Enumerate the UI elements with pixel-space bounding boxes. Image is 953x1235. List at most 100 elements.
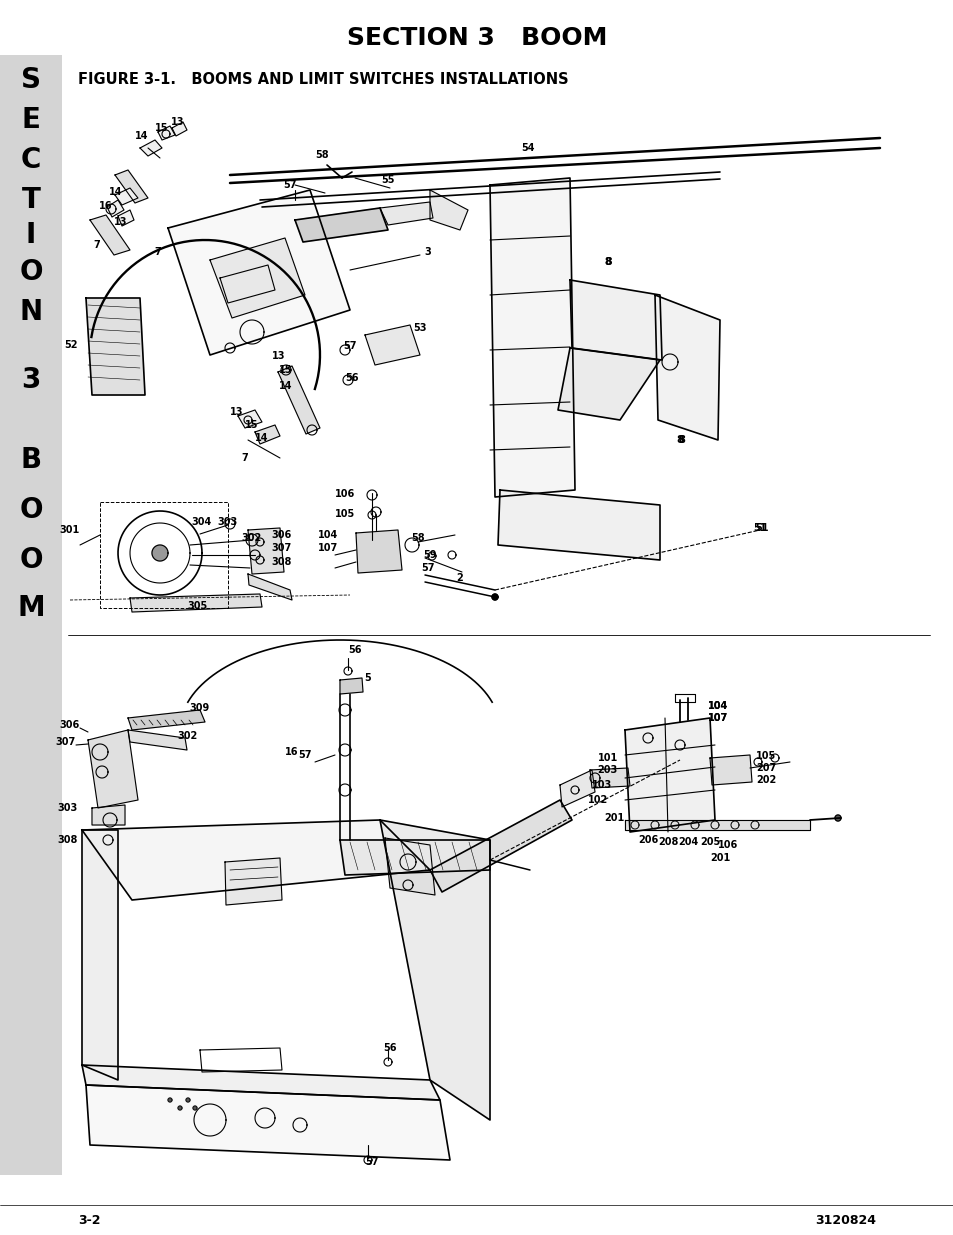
Polygon shape	[172, 122, 187, 136]
Text: 107: 107	[317, 543, 337, 553]
Text: 202: 202	[755, 776, 776, 785]
Text: O: O	[19, 258, 43, 287]
Text: 56: 56	[348, 645, 361, 655]
Polygon shape	[186, 1098, 190, 1102]
Text: 305: 305	[188, 601, 208, 611]
Text: O: O	[19, 546, 43, 574]
Text: 104: 104	[707, 701, 727, 711]
Text: 13: 13	[172, 117, 185, 127]
Polygon shape	[339, 840, 490, 876]
Text: 15: 15	[155, 124, 169, 133]
Polygon shape	[115, 188, 138, 205]
Text: C: C	[21, 146, 41, 174]
Text: 307: 307	[55, 737, 76, 747]
Text: 3: 3	[21, 366, 41, 394]
Text: 207: 207	[755, 763, 776, 773]
Polygon shape	[82, 830, 118, 1079]
Polygon shape	[277, 366, 319, 433]
Text: S: S	[21, 65, 41, 94]
Polygon shape	[379, 820, 490, 1120]
Polygon shape	[193, 1107, 196, 1110]
Polygon shape	[128, 710, 205, 730]
Polygon shape	[365, 325, 419, 366]
Text: 8: 8	[604, 257, 611, 267]
Text: 53: 53	[413, 324, 426, 333]
Polygon shape	[248, 529, 284, 574]
Polygon shape	[158, 126, 174, 140]
Text: 201: 201	[709, 853, 729, 863]
Text: 58: 58	[411, 534, 424, 543]
Polygon shape	[82, 1065, 439, 1100]
Polygon shape	[130, 594, 262, 613]
Polygon shape	[492, 594, 497, 600]
Polygon shape	[168, 1098, 172, 1102]
Text: 57: 57	[365, 1157, 378, 1167]
Text: 57: 57	[421, 563, 435, 573]
Text: 105: 105	[335, 509, 355, 519]
Polygon shape	[497, 490, 659, 559]
Text: 16: 16	[98, 201, 112, 211]
Text: 303: 303	[217, 517, 238, 527]
Text: 7: 7	[154, 247, 161, 257]
Polygon shape	[655, 295, 720, 440]
Text: 303: 303	[58, 803, 78, 813]
Text: 302: 302	[242, 534, 262, 543]
Text: 308: 308	[272, 557, 292, 567]
Text: 103: 103	[591, 781, 612, 790]
Text: 107: 107	[707, 713, 727, 722]
Polygon shape	[90, 215, 130, 254]
Polygon shape	[430, 190, 468, 230]
Text: 309: 309	[190, 703, 210, 713]
Polygon shape	[225, 858, 282, 905]
Text: O: O	[19, 496, 43, 524]
Text: 306: 306	[272, 530, 292, 540]
Text: 3-2: 3-2	[78, 1214, 100, 1226]
Polygon shape	[86, 298, 145, 395]
Bar	[0, 56, 62, 1174]
Text: 16: 16	[284, 747, 297, 757]
Polygon shape	[88, 730, 138, 808]
Polygon shape	[558, 348, 659, 420]
Polygon shape	[115, 170, 148, 203]
Text: N: N	[19, 298, 43, 326]
Polygon shape	[118, 210, 133, 226]
Polygon shape	[168, 190, 350, 354]
Polygon shape	[709, 755, 751, 785]
Text: 56: 56	[383, 1044, 396, 1053]
Polygon shape	[589, 768, 629, 788]
Text: 106: 106	[717, 840, 738, 850]
Polygon shape	[107, 200, 124, 217]
Text: 3120824: 3120824	[814, 1214, 875, 1226]
Polygon shape	[430, 800, 572, 892]
Text: 2: 2	[456, 573, 463, 583]
Polygon shape	[178, 1107, 182, 1110]
Text: 106: 106	[335, 489, 355, 499]
Polygon shape	[294, 207, 388, 242]
Text: 51: 51	[753, 522, 766, 534]
Polygon shape	[379, 203, 433, 225]
Polygon shape	[237, 410, 262, 429]
Text: 204: 204	[678, 837, 698, 847]
Text: 301: 301	[60, 525, 80, 535]
Text: 104: 104	[707, 701, 727, 711]
Polygon shape	[248, 574, 292, 600]
Text: 14: 14	[278, 382, 292, 391]
Polygon shape	[140, 140, 162, 156]
Text: SECTION 3   BOOM: SECTION 3 BOOM	[347, 26, 606, 49]
Polygon shape	[624, 820, 809, 830]
Polygon shape	[355, 530, 401, 573]
Text: 7: 7	[93, 240, 100, 249]
Text: T: T	[22, 186, 40, 214]
Polygon shape	[152, 545, 168, 561]
Text: 57: 57	[283, 180, 296, 190]
Text: 13: 13	[230, 408, 243, 417]
Polygon shape	[210, 238, 305, 317]
Text: 57: 57	[343, 341, 356, 351]
Text: 3: 3	[424, 247, 431, 257]
Text: FIGURE 3-1.   BOOMS AND LIMIT SWITCHES INSTALLATIONS: FIGURE 3-1. BOOMS AND LIMIT SWITCHES INS…	[78, 73, 568, 88]
Text: 205: 205	[700, 837, 720, 847]
Polygon shape	[339, 678, 363, 694]
Text: 308: 308	[57, 835, 78, 845]
Text: 56: 56	[345, 373, 358, 383]
Text: 58: 58	[314, 149, 329, 161]
